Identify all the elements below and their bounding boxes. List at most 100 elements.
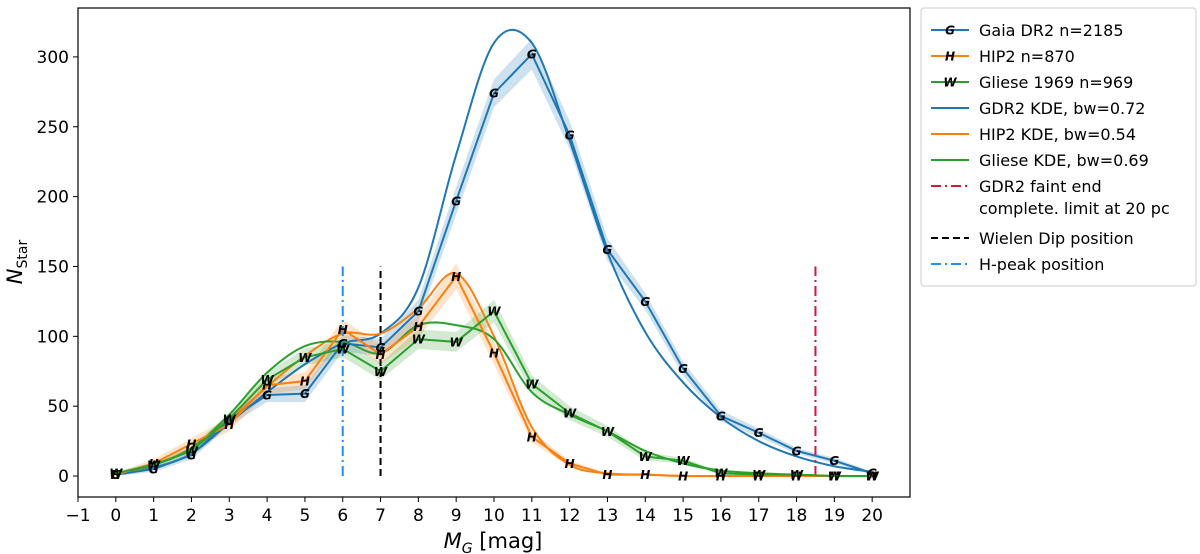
y-tick-label: 50 <box>47 397 69 417</box>
point-marker: W <box>866 470 880 484</box>
point-marker: G <box>376 341 386 355</box>
point-marker: G <box>300 387 310 401</box>
point-marker: W <box>714 467 728 481</box>
legend-label: complete. limit at 20 pc <box>979 199 1170 218</box>
point-marker: W <box>450 335 464 349</box>
x-tick-label: 14 <box>634 506 656 526</box>
legend-marker: G <box>945 24 955 38</box>
point-marker: W <box>563 407 577 421</box>
point-marker: H <box>451 270 461 284</box>
point-marker: W <box>260 373 274 387</box>
x-tick-label: 9 <box>451 506 462 526</box>
point-marker: W <box>525 377 539 391</box>
legend-label: GDR2 KDE, bw=0.72 <box>979 99 1145 118</box>
point-marker: G <box>187 449 197 463</box>
point-marker: H <box>300 375 310 389</box>
point-marker: W <box>752 468 766 482</box>
y-tick-label: 300 <box>37 48 69 68</box>
series-line-2 <box>115 274 873 478</box>
legend-label: Gaia DR2 n=2185 <box>979 21 1124 40</box>
point-marker: W <box>601 425 615 439</box>
band-1 <box>115 38 873 477</box>
point-marker: W <box>639 450 653 464</box>
y-tick-label: 200 <box>37 188 69 208</box>
point-marker: H <box>565 457 575 471</box>
legend-label: H-peak position <box>979 255 1104 274</box>
point-marker: H <box>489 347 499 361</box>
x-tick-label: 5 <box>299 506 310 526</box>
point-marker: G <box>413 305 423 319</box>
band-2 <box>115 263 873 477</box>
point-marker: G <box>754 426 764 440</box>
x-tick-label: 2 <box>186 506 197 526</box>
uncertainty-bands <box>115 38 873 477</box>
legend-box <box>920 7 1197 287</box>
x-tick-label: 0 <box>110 506 121 526</box>
y-tick-label: 150 <box>37 257 69 277</box>
x-tick-label: 17 <box>748 506 770 526</box>
point-marker: H <box>678 470 688 484</box>
point-marker: G <box>603 243 613 257</box>
y-tick-label: 0 <box>58 467 69 487</box>
y-tick-label: 100 <box>37 327 69 347</box>
x-tick-label: 3 <box>224 506 235 526</box>
point-marker: G <box>792 444 802 458</box>
point-marker: G <box>149 463 159 477</box>
point-marker: G <box>224 414 234 428</box>
point-marker: G <box>338 337 348 351</box>
x-tick-label: 16 <box>710 506 732 526</box>
y-axis-ticks: 0 50 100 150 200 250 300 <box>37 48 78 487</box>
x-tick-label: 7 <box>375 506 386 526</box>
legend-label: GDR2 faint end <box>979 177 1102 196</box>
x-tick-label: 19 <box>824 506 846 526</box>
point-marker: W <box>828 470 842 484</box>
point-marker: W <box>109 467 123 481</box>
point-marker: W <box>790 468 804 482</box>
x-tick-label: 11 <box>521 506 543 526</box>
point-marker: W <box>336 342 350 356</box>
kde-curve-3 <box>115 321 873 478</box>
band-3 <box>115 300 873 477</box>
point-marker: W <box>147 458 161 472</box>
point-marker: G <box>262 389 272 403</box>
point-marker: H <box>186 437 196 451</box>
x-axis-ticks: −1 0 1 2 3 4 5 6 7 8 9 10 11 12 13 14 15 16 17 18 19 20 <box>65 497 883 526</box>
x-tick-label: 18 <box>786 506 808 526</box>
legend-label: Wielen Dip position <box>979 229 1134 248</box>
legend-label: HIP2 KDE, bw=0.54 <box>979 125 1136 144</box>
point-marker: W <box>374 365 388 379</box>
point-marker: W <box>223 412 237 426</box>
x-tick-label: 15 <box>672 506 694 526</box>
x-tick-label: 1 <box>148 506 159 526</box>
point-marker: G <box>565 129 575 143</box>
point-marker: H <box>527 430 537 444</box>
point-marker: G <box>111 468 121 482</box>
x-tick-label: 20 <box>861 506 883 526</box>
point-marker: H <box>224 418 234 432</box>
series-line-3 <box>115 309 873 478</box>
point-marker: W <box>412 333 426 347</box>
x-tick-label: 4 <box>262 506 273 526</box>
point-marker: G <box>829 454 839 468</box>
point-marker: W <box>487 305 501 319</box>
legend-marker: H <box>945 50 955 64</box>
x-tick-label: 12 <box>559 506 581 526</box>
point-marker: H <box>262 379 272 393</box>
point-marker: H <box>754 470 764 484</box>
point-marker: H <box>792 470 802 484</box>
legend-label: Gliese KDE, bw=0.69 <box>979 151 1149 170</box>
point-marker: H <box>640 468 650 482</box>
x-tick-label: 8 <box>413 506 424 526</box>
point-marker: G <box>527 48 537 62</box>
point-marker: H <box>867 470 877 484</box>
legend-label: HIP2 n=870 <box>979 47 1075 66</box>
point-marker: H <box>338 323 348 337</box>
x-axis-label: MG [mag] <box>444 529 543 554</box>
point-marker: H <box>111 468 121 482</box>
y-tick-label: 250 <box>37 118 69 138</box>
point-marker: H <box>376 348 386 362</box>
y-axis-label: NStar <box>3 240 31 285</box>
legend-marker: W <box>943 76 957 90</box>
